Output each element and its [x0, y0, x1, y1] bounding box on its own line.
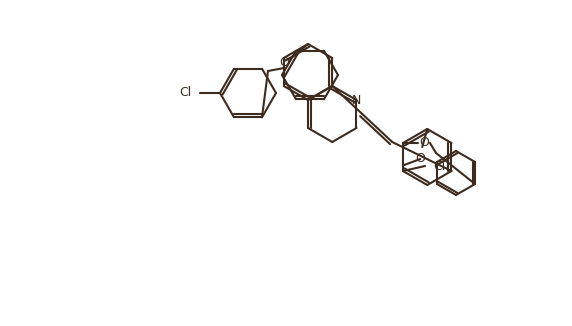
- Text: O: O: [419, 137, 429, 150]
- Text: Cl: Cl: [433, 159, 445, 172]
- Text: O: O: [415, 153, 425, 166]
- Text: O: O: [279, 56, 289, 69]
- Text: N: N: [352, 94, 361, 107]
- Text: Cl: Cl: [180, 86, 192, 99]
